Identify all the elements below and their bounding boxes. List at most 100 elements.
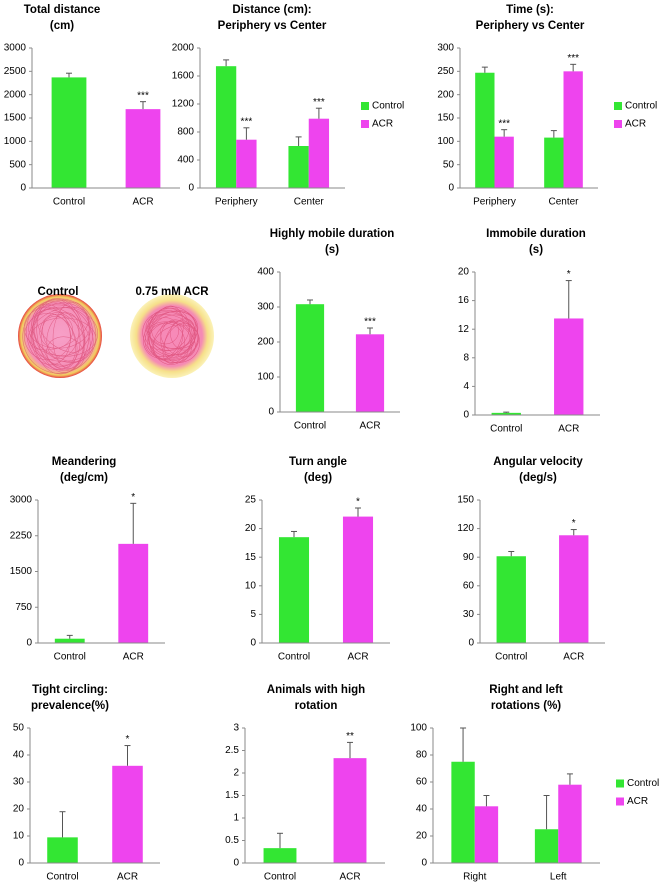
chart-title: Total distance bbox=[24, 4, 100, 16]
legend-swatch bbox=[614, 102, 622, 110]
x-tick-label: Control bbox=[264, 872, 296, 883]
bar bbox=[112, 765, 143, 863]
x-tick-label: ACR bbox=[347, 652, 368, 663]
bar bbox=[544, 137, 564, 188]
significance: * bbox=[131, 492, 135, 503]
bar bbox=[474, 806, 499, 863]
track-lines bbox=[22, 298, 200, 375]
bar bbox=[475, 72, 495, 188]
significance: * bbox=[126, 734, 130, 745]
y-tick-label: 60 bbox=[416, 777, 428, 788]
bar bbox=[559, 535, 589, 643]
chart-title: Highly mobile duration bbox=[270, 228, 395, 240]
legend-swatch bbox=[616, 797, 624, 806]
bar bbox=[563, 71, 583, 188]
bar bbox=[333, 758, 367, 863]
y-tick-label: 20 bbox=[245, 523, 257, 534]
significance: *** bbox=[498, 118, 510, 129]
x-tick-label: Left bbox=[550, 872, 567, 883]
legend-label: ACR bbox=[372, 119, 393, 130]
y-tick-label: 0 bbox=[233, 858, 239, 869]
bar bbox=[278, 537, 310, 643]
x-tick-label: Periphery bbox=[215, 197, 258, 208]
y-tick-label: 80 bbox=[416, 750, 428, 761]
x-tick-label: Control bbox=[53, 197, 85, 208]
chart-title: Immobile duration bbox=[486, 228, 586, 240]
bar bbox=[118, 543, 149, 643]
legend-swatch bbox=[361, 102, 369, 110]
y-tick-label: 1500 bbox=[4, 113, 27, 124]
y-tick-label: 500 bbox=[9, 159, 26, 170]
chart-title: Time (s): bbox=[506, 4, 554, 16]
chart-title: (s) bbox=[325, 244, 339, 256]
y-tick-label: 20 bbox=[13, 804, 25, 815]
x-tick-label: ACR bbox=[117, 872, 138, 883]
bar bbox=[54, 638, 85, 643]
x-tick-label: ACR bbox=[563, 652, 584, 663]
panel-label: Control bbox=[38, 286, 79, 298]
y-tick-label: 0 bbox=[468, 638, 474, 649]
y-tick-label: 10 bbox=[245, 580, 257, 591]
y-tick-label: 0.5 bbox=[225, 835, 239, 846]
y-tick-label: 750 bbox=[15, 602, 32, 613]
y-tick-label: 300 bbox=[437, 43, 454, 54]
y-tick-label: 0 bbox=[463, 410, 469, 421]
y-tick-label: 300 bbox=[257, 302, 274, 313]
y-tick-label: 1000 bbox=[4, 136, 27, 147]
y-tick-label: 12 bbox=[458, 324, 470, 335]
y-tick-label: 0 bbox=[26, 638, 32, 649]
significance: ** bbox=[346, 731, 354, 742]
x-tick-label: ACR bbox=[339, 872, 360, 883]
significance: * bbox=[572, 518, 576, 529]
track-loop bbox=[39, 313, 73, 349]
significance: *** bbox=[364, 317, 376, 328]
track-loop bbox=[24, 313, 72, 360]
significance: *** bbox=[313, 97, 325, 108]
track-loop bbox=[160, 319, 193, 363]
legend-label: Control bbox=[625, 101, 657, 112]
chart-title: (deg/cm) bbox=[60, 472, 108, 484]
chart-title: (deg/s) bbox=[519, 472, 557, 484]
track-loop bbox=[52, 301, 90, 369]
track-loop bbox=[145, 314, 196, 350]
y-tick-label: 120 bbox=[457, 523, 474, 534]
y-tick-label: 20 bbox=[458, 267, 470, 278]
y-tick-label: 2000 bbox=[4, 89, 27, 100]
y-tick-label: 250 bbox=[437, 66, 454, 77]
legend-label: ACR bbox=[625, 119, 646, 130]
y-tick-label: 0 bbox=[188, 183, 194, 194]
y-tick-label: 90 bbox=[463, 552, 475, 563]
y-tick-label: 0 bbox=[268, 407, 274, 418]
track-loop bbox=[144, 311, 199, 352]
chart-title: Right and left bbox=[489, 684, 563, 696]
significance: *** bbox=[241, 116, 253, 127]
track-loop bbox=[31, 302, 94, 363]
chart-title: rotations (%) bbox=[491, 700, 561, 712]
y-tick-label: 100 bbox=[437, 136, 454, 147]
y-tick-label: 1600 bbox=[172, 71, 195, 82]
bar bbox=[451, 761, 475, 863]
y-tick-label: 4 bbox=[463, 381, 469, 392]
bar bbox=[534, 829, 559, 863]
y-tick-label: 0 bbox=[448, 183, 454, 194]
x-tick-label: ACR bbox=[558, 424, 579, 435]
bar bbox=[558, 784, 582, 863]
x-tick-label: Control bbox=[490, 424, 522, 435]
x-tick-label: Periphery bbox=[473, 197, 516, 208]
y-tick-label: 50 bbox=[443, 159, 455, 170]
y-tick-label: 40 bbox=[13, 750, 25, 761]
track-loop bbox=[160, 321, 196, 358]
y-tick-label: 30 bbox=[13, 777, 25, 788]
y-tick-label: 50 bbox=[13, 723, 25, 734]
y-tick-label: 1 bbox=[233, 813, 239, 824]
significance: * bbox=[567, 269, 571, 280]
y-tick-label: 100 bbox=[410, 723, 427, 734]
bar bbox=[125, 109, 161, 188]
bar bbox=[342, 516, 374, 643]
y-tick-label: 0 bbox=[18, 858, 24, 869]
y-tick-label: 0 bbox=[250, 638, 256, 649]
y-tick-label: 1.5 bbox=[225, 790, 239, 801]
y-tick-label: 2500 bbox=[4, 66, 27, 77]
track-loop bbox=[28, 306, 89, 351]
x-tick-label: Control bbox=[495, 652, 527, 663]
